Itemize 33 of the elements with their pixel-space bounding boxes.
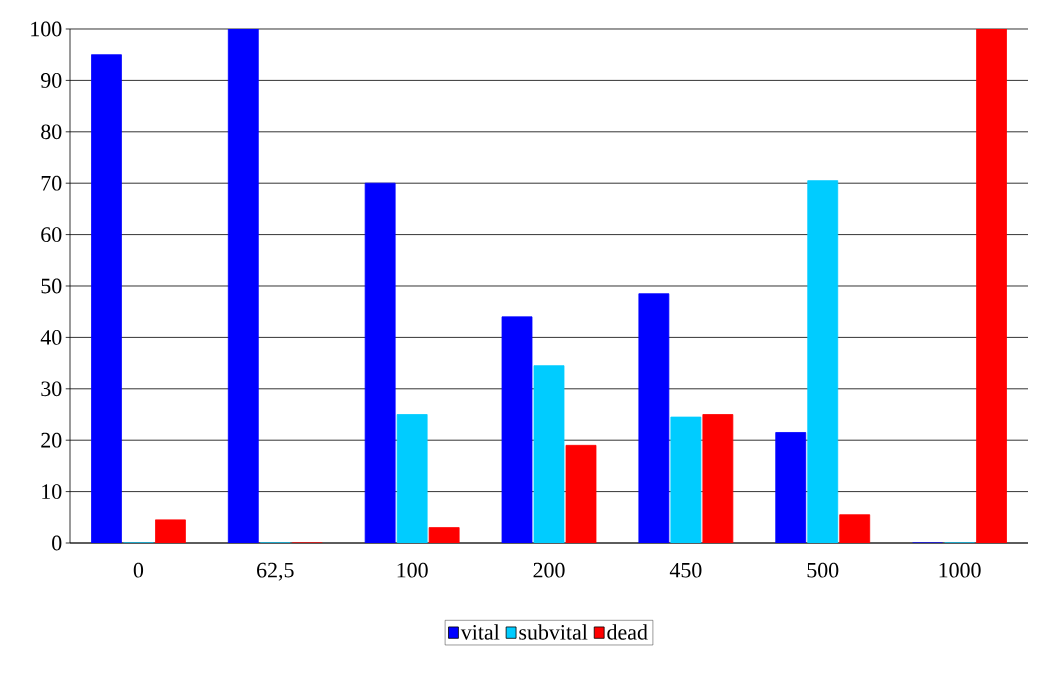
- y-tick-label: 80: [41, 124, 62, 140]
- bar: [702, 414, 734, 543]
- y-tick-label: 60: [41, 227, 62, 242]
- y-tick-label: 30: [41, 381, 62, 397]
- bar: [227, 28, 259, 543]
- y-tick-label: 20: [41, 432, 62, 448]
- x-tick-label: 0: [133, 562, 144, 578]
- bar: [638, 293, 670, 543]
- y-tick-label: 90: [41, 73, 62, 88]
- bar: [91, 54, 122, 543]
- legend-label: dead: [607, 624, 648, 640]
- x-tick-label: 500: [807, 562, 839, 578]
- x-tick-label: 450: [669, 562, 702, 578]
- bar: [976, 28, 1007, 543]
- y-tick-label: 0: [52, 535, 62, 551]
- bar: [428, 527, 460, 543]
- y-tick-label: 100: [31, 21, 62, 37]
- legend-label: subvital: [519, 624, 588, 640]
- bar: [565, 444, 597, 543]
- x-tick-label: 1000: [939, 562, 981, 578]
- y-tick-label: 40: [40, 330, 62, 345]
- bar: [501, 316, 533, 543]
- x-tick-label: 200: [533, 562, 565, 578]
- y-tick-label: 70: [41, 175, 62, 191]
- bar: [775, 432, 807, 543]
- x-tick-label: 100: [397, 562, 428, 578]
- bar: [155, 519, 186, 543]
- legend-label: vital: [460, 624, 500, 640]
- bar: [839, 514, 871, 543]
- x-tick-label: 62,5: [257, 562, 294, 581]
- y-tick-label: 10: [42, 484, 62, 499]
- y-tick-label: 50: [41, 278, 62, 294]
- bar: [364, 182, 396, 543]
